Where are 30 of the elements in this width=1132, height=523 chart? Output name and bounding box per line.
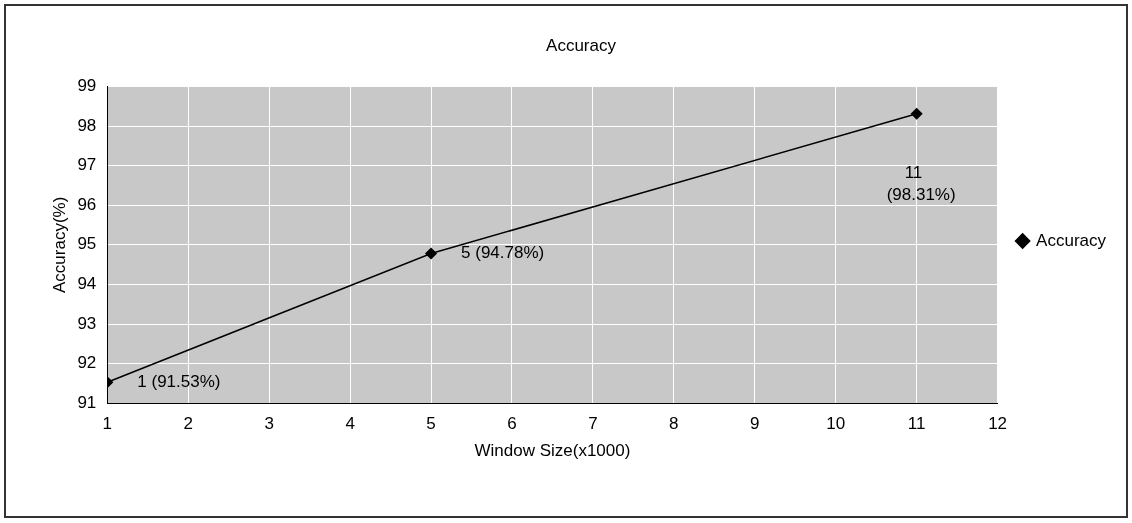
y-tick-label: 99 <box>77 76 97 96</box>
x-tick-label: 4 <box>345 414 355 434</box>
x-tick-label: 7 <box>588 414 598 434</box>
x-tick-label: 1 <box>102 414 113 434</box>
x-axis-title: Window Size(x1000) <box>474 441 631 461</box>
y-tick-label: 95 <box>77 234 97 254</box>
x-tick-label: 9 <box>750 414 760 434</box>
point <box>425 247 437 260</box>
y-tick-label: 92 <box>77 353 97 373</box>
legend-label: Accuracy <box>1036 230 1107 250</box>
x-tick-label: 2 <box>183 414 193 434</box>
x-tick-label: 8 <box>669 414 679 434</box>
x-tick-label: 11 <box>907 414 926 434</box>
annotation: 5 (94.78%) <box>461 243 545 263</box>
y-tick-label: 96 <box>77 194 97 214</box>
x-tick-label: 6 <box>507 414 517 434</box>
chart-title: Accuracy <box>546 35 617 55</box>
y-tick-label: 93 <box>77 313 97 333</box>
y-tick-label: 98 <box>77 115 97 135</box>
x-tick-label: 12 <box>988 414 1008 434</box>
y-tick-label: 97 <box>77 155 97 175</box>
x-tick-label: 5 <box>426 414 436 434</box>
y-tick-label: 91 <box>77 392 97 412</box>
annotation: 1 (91.53%) <box>137 371 221 391</box>
x-tick-label: 3 <box>264 414 274 434</box>
x-tick-label: 10 <box>826 414 846 434</box>
y-tick-label: 94 <box>77 274 97 294</box>
point <box>910 107 923 120</box>
y-axis-title: Accuracy(%) <box>49 196 69 293</box>
annotation: 11 (98.31%) <box>886 163 956 205</box>
